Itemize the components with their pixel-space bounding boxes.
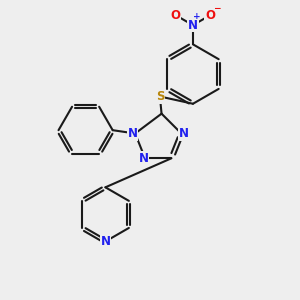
Text: +: + [194, 12, 201, 21]
Text: O: O [171, 9, 181, 22]
Text: N: N [100, 235, 110, 248]
Text: N: N [188, 19, 198, 32]
Text: O: O [205, 9, 215, 22]
Text: N: N [138, 152, 148, 165]
Text: S: S [156, 90, 164, 103]
Text: N: N [128, 127, 137, 140]
Text: N: N [179, 127, 189, 140]
Text: −: − [213, 4, 220, 13]
